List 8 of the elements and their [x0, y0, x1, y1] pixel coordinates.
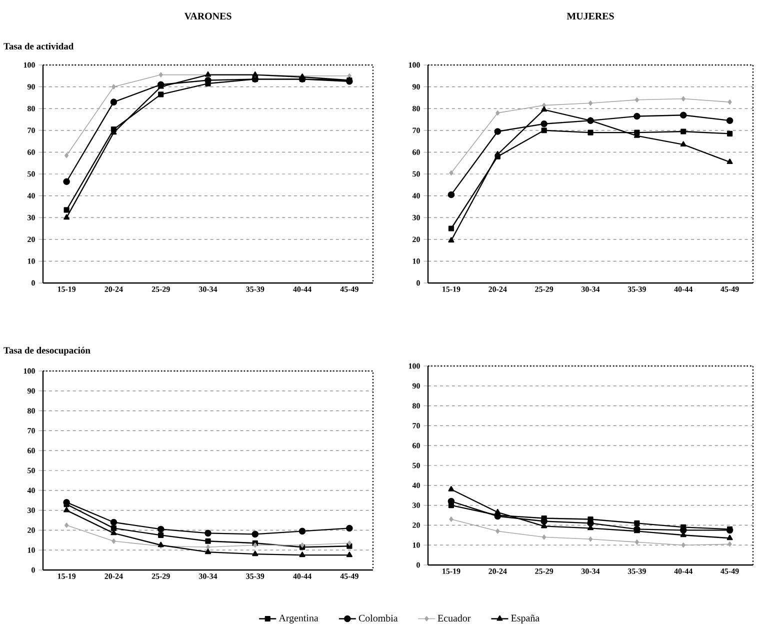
chart-title: VARONES: [184, 12, 232, 20]
legend-label: España: [511, 614, 540, 624]
chart-title: MUJERES: [566, 12, 614, 20]
chart-subtitle: Tasa de desocupación: [4, 346, 90, 356]
chart-subtitle: Tasa de actividad: [4, 42, 74, 50]
legend-label: Argentina: [278, 614, 318, 624]
legend-label: Colombia: [358, 614, 398, 622]
legend-label: Ecuador: [438, 614, 471, 622]
